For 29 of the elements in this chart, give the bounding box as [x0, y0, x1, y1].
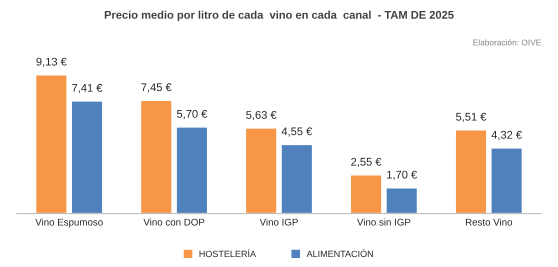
- bar: [34, 74, 68, 214]
- data-label: 4,32 €: [491, 130, 522, 140]
- legend-label: HOSTELERÍA: [200, 249, 256, 258]
- legend-label: ALIMENTACIÓN: [306, 249, 373, 258]
- data-label: 2,55 €: [351, 158, 382, 167]
- data-label: 5,63 €: [246, 110, 276, 120]
- data-label: 4,55 €: [282, 127, 312, 137]
- x-tick-label: Vino Espumoso: [35, 218, 103, 228]
- x-tick-label: Vino IGP: [260, 218, 298, 226]
- x-tick-label: Vino sin IGP: [357, 218, 410, 226]
- bar: [140, 100, 173, 214]
- x-tick-label: Vino con DOP: [143, 218, 204, 226]
- bar: [280, 144, 314, 214]
- bar: [176, 126, 208, 214]
- text: Elaboración: OIVE: [473, 39, 541, 46]
- bar: [385, 187, 418, 214]
- bar: [350, 174, 382, 214]
- bar: [490, 147, 524, 214]
- data-label: 7,45 €: [141, 83, 172, 92]
- bar: [70, 100, 104, 214]
- chart-title: Precio medio por litro de cada vino en cada canal - TAM DE 2025: [104, 10, 454, 21]
- data-label: 1,70 €: [387, 170, 418, 180]
- bar: [244, 127, 278, 214]
- data-label: 7,41 €: [72, 84, 102, 94]
- data-label: 9,13 €: [36, 58, 67, 67]
- bar: [454, 129, 488, 214]
- x-tick-label: Resto Vino: [466, 218, 512, 226]
- data-label: 5,70 €: [176, 110, 208, 120]
- data-label: 5,51 €: [456, 112, 486, 122]
